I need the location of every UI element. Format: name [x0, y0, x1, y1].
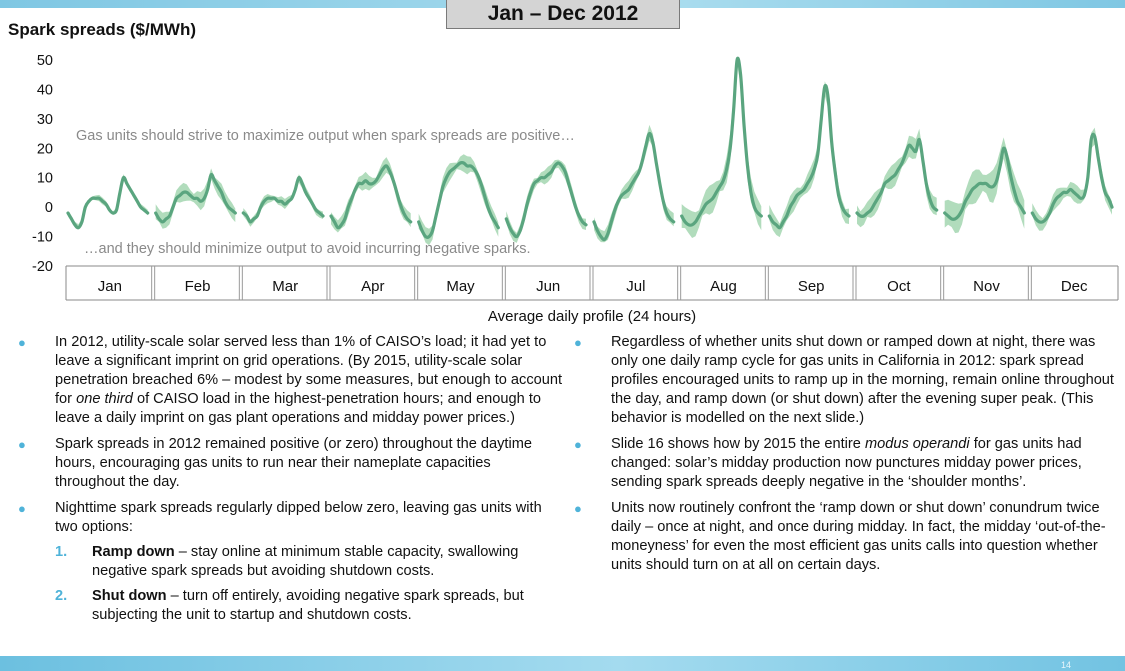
series-line-nov — [943, 146, 1026, 221]
y-tick-label: 40 — [37, 82, 53, 98]
bullet-emphasis: modus operandi — [864, 436, 970, 452]
bullet-icon: ● — [574, 501, 582, 516]
month-label: Oct — [887, 278, 911, 295]
bullet-emphasis: one third — [76, 391, 133, 407]
bullet-item: ● Regardless of whether units shut down … — [574, 333, 1119, 428]
y-tick-label: 0 — [45, 200, 53, 216]
month-axis: Jan Feb Mar Apr May Jun Jul Aug Sep Oct Nov Dec — [65, 265, 1119, 301]
series-band-jan — [68, 174, 148, 230]
bullet-text: Spark spreads in 2012 remained positive … — [55, 436, 532, 490]
sub-item-number: 2. — [55, 588, 68, 604]
x-axis-title: Average daily profile (24 hours) — [488, 308, 696, 325]
bullet-item: ● Nighttime spark spreads regularly dipp… — [18, 499, 563, 625]
bullet-item: ● Units now routinely confront the ‘ramp… — [574, 499, 1119, 575]
series-line-jul — [592, 132, 676, 242]
series-line-may — [417, 161, 500, 239]
bullet-text: Nighttime spark spreads regularly dipped… — [55, 500, 542, 535]
y-tick-label: 10 — [37, 171, 53, 187]
bullet-item: ● In 2012, utility-scale solar served le… — [18, 333, 563, 428]
sub-item-number: 1. — [55, 544, 68, 560]
bullet-text: Regardless of whether units shut down or… — [611, 334, 1114, 426]
y-tick-label: -20 — [32, 259, 53, 275]
bullet-icon: ● — [18, 501, 26, 516]
month-label: Jan — [98, 278, 122, 295]
bullet-text-continued: for gas units had changed: solar’s midda… — [611, 436, 1082, 490]
sub-item-shut-down: 2. Shut down – turn off entirely, avoidi… — [18, 587, 563, 625]
sub-item-text: – stay online at minimum stable capacity… — [92, 544, 519, 579]
series-band-dec — [1032, 127, 1112, 231]
bullet-text: In 2012, utility-scale solar served less… — [55, 334, 563, 407]
series-band-sep — [769, 81, 849, 238]
month-label: Feb — [185, 278, 211, 295]
sub-item-text: – turn off entirely, avoiding negative s… — [92, 588, 524, 623]
sub-item-title: Ramp down — [92, 544, 175, 560]
series-line-mar — [241, 175, 325, 224]
bullet-text: Slide 16 shows how by 2015 the entire — [611, 436, 861, 452]
spark-spread-chart: 50 40 30 20 10 0 -10 -20 Gas units should striv… — [32, 53, 1119, 325]
page-number: 14 — [1060, 660, 1071, 670]
series-line-aug — [680, 56, 763, 227]
month-label: Mar — [272, 278, 298, 295]
annotation-positive: Gas units should strive to maximize outp… — [76, 128, 575, 144]
bullet-icon: ● — [18, 437, 26, 452]
annotation-negative: …and they should minimize output to avoi… — [84, 241, 531, 257]
bullet-icon: ● — [574, 335, 582, 350]
series-line-feb — [154, 172, 237, 224]
series-line-oct — [855, 137, 939, 218]
bullet-item: ● Spark spreads in 2012 remained positiv… — [18, 435, 563, 492]
left-bullet-column: ● In 2012, utility-scale solar served le… — [18, 333, 563, 632]
month-label: Apr — [361, 278, 384, 295]
bullet-text: Units now routinely confront the ‘ramp d… — [611, 500, 1106, 573]
y-tick-label: -10 — [32, 230, 53, 246]
bullet-item: ● Slide 16 shows how by 2015 the entire … — [574, 435, 1119, 492]
series-line-sep — [767, 83, 851, 230]
series-band-aug — [681, 60, 762, 238]
y-tick-label: 50 — [37, 53, 53, 69]
right-bullet-column: ● Regardless of whether units shut down … — [574, 333, 1119, 582]
y-tick-label: 30 — [37, 112, 53, 128]
month-label: Jul — [626, 278, 645, 295]
chart-title: Spark spreads ($/MWh) — [8, 20, 196, 39]
series-line-jan — [66, 175, 150, 230]
series-band-nov — [944, 137, 1025, 234]
month-label: May — [446, 278, 475, 295]
series-line-jun — [504, 161, 588, 239]
month-label: Jun — [536, 278, 560, 295]
bullet-icon: ● — [574, 437, 582, 452]
bullet-text-continued: of CAISO load in the highest-penetration… — [55, 391, 541, 426]
bottom-decorative-band — [0, 656, 1125, 671]
month-label: Sep — [798, 278, 825, 295]
y-axis: 50 40 30 20 10 0 -10 -20 — [32, 53, 53, 275]
date-range-label: Jan – Dec 2012 — [446, 0, 680, 29]
y-tick-label: 20 — [37, 141, 53, 157]
plot-area — [66, 56, 1114, 246]
series-band-jun — [506, 159, 586, 243]
month-label: Aug — [710, 278, 737, 295]
series-line-apr — [329, 164, 413, 230]
bullet-icon: ● — [18, 335, 26, 350]
month-label: Dec — [1061, 278, 1088, 295]
series-line-dec — [1030, 132, 1114, 224]
month-label: Nov — [973, 278, 1000, 295]
sub-item-ramp-down: 1. Ramp down – stay online at minimum st… — [18, 543, 563, 581]
sub-item-title: Shut down — [92, 588, 167, 604]
